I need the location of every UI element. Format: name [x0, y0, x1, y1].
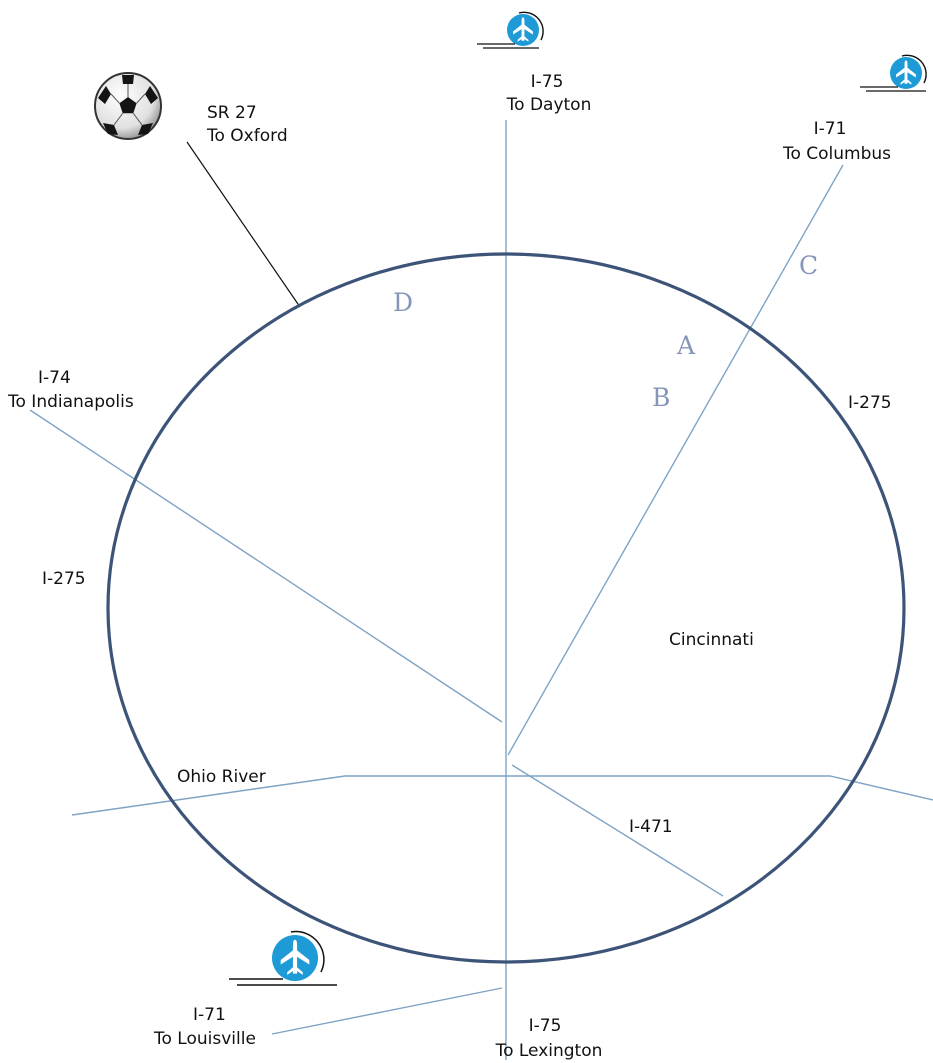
ohio-river-label: Ohio River — [177, 767, 266, 787]
i71-south-destination: To Louisville — [153, 1029, 256, 1049]
i74-label: I-74 — [38, 368, 71, 388]
point-c-label: C — [799, 251, 818, 280]
sr27-label: SR 27 — [207, 103, 257, 123]
i74-road — [29, 409, 503, 723]
point-a-label: A — [676, 331, 696, 360]
i275-left-label: I-275 — [42, 569, 86, 589]
ohio-river — [71, 775, 933, 816]
sr27-road — [186, 141, 301, 308]
i71-south-label: I-71 — [193, 1005, 226, 1025]
i275-right-label: I-275 — [848, 393, 892, 413]
i75-north-label: I-75 — [531, 72, 564, 92]
i71-north-label: I-71 — [814, 119, 847, 139]
point-d-label: D — [393, 288, 413, 317]
sr27-destination: To Oxford — [206, 126, 288, 146]
city-label: Cincinnati — [669, 630, 754, 650]
i74-destination: To Indianapolis — [7, 392, 134, 412]
i275-beltway — [106, 252, 906, 964]
i75-south-destination: To Lexington — [495, 1041, 603, 1061]
i71-south-road — [271, 987, 503, 1035]
i75-south-label: I-75 — [529, 1016, 562, 1036]
airport-icon — [229, 930, 337, 986]
soccer-ball-icon — [94, 72, 162, 140]
airport-icon — [477, 11, 544, 49]
i471-road — [511, 764, 724, 897]
airport-icon — [860, 54, 927, 92]
point-b-label: B — [652, 383, 670, 412]
i471-label: I-471 — [629, 817, 673, 837]
i71-north-destination: To Columbus — [782, 144, 891, 164]
i71-north-road — [507, 164, 844, 756]
i75-north-destination: To Dayton — [506, 95, 592, 115]
